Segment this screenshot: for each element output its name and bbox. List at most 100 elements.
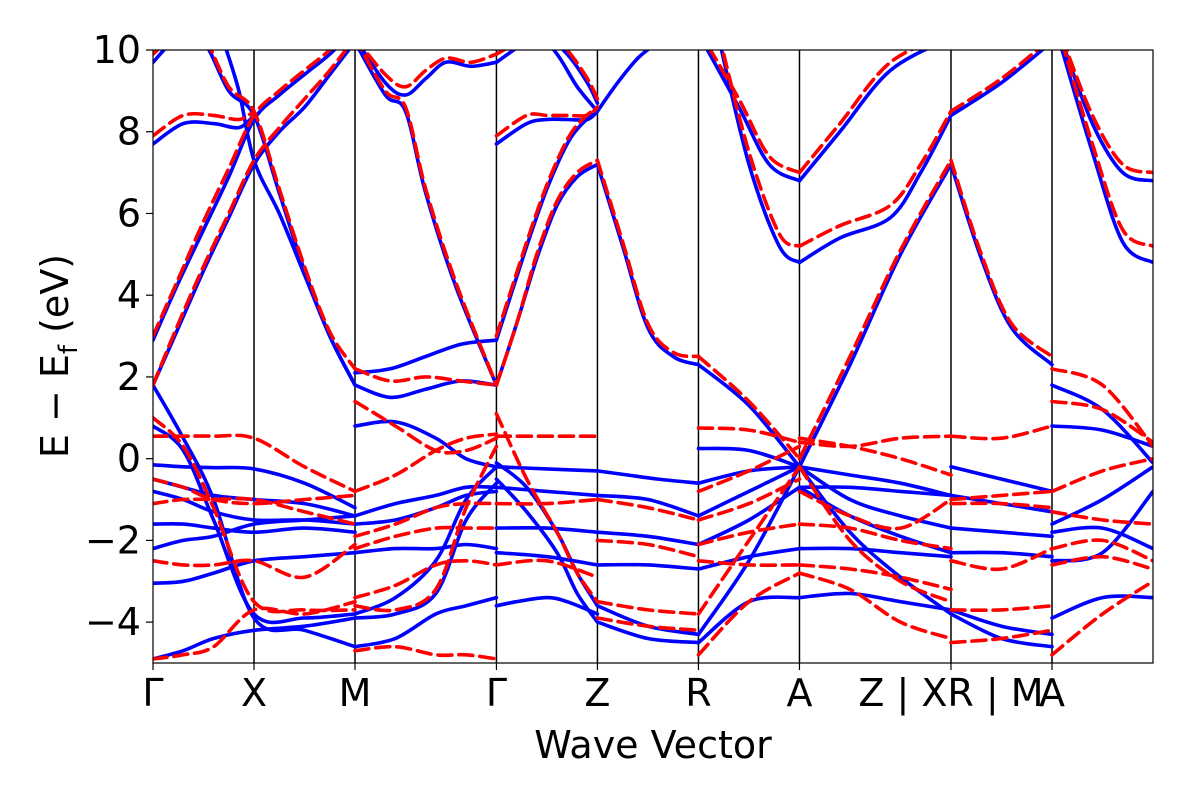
- red-dashed-band-51: [797, 465, 953, 604]
- red-dashed-band-59: [949, 604, 1054, 613]
- blue-solid-band-21: [353, 542, 499, 555]
- blue-solid-band-44: [595, 620, 701, 645]
- blue-solid-band-42: [595, 562, 701, 571]
- blue-solid-band-13: [224, 50, 357, 387]
- y-tick-label: 8: [117, 110, 141, 154]
- blue-solid-band-39: [595, 469, 701, 485]
- blue-solid-band-4: [153, 514, 357, 551]
- red-dashed-band-53: [949, 50, 1041, 114]
- red-dashed-band-69: [1062, 50, 1153, 248]
- red-dashed-band-57: [949, 501, 1054, 510]
- red-dashed-band-9: [153, 50, 357, 371]
- blue-solid-band-36: [551, 50, 600, 114]
- blue-solid-band-15: [353, 338, 499, 375]
- red-dashed-band-63: [1050, 456, 1153, 494]
- red-dashed-band-3: [153, 542, 357, 580]
- red-dashed-band-2: [153, 496, 357, 526]
- x-tick-label: A: [786, 671, 812, 715]
- red-dashed-band-52: [797, 571, 953, 641]
- red-dashed-band-1: [153, 477, 357, 506]
- blue-solid-band-76: [1050, 525, 1153, 551]
- blue-solid-band-67: [949, 465, 1054, 494]
- red-dashed-band-18: [353, 444, 499, 613]
- blue-solid-band-57: [797, 162, 953, 469]
- x-axis-title: Wave Vector: [534, 723, 772, 767]
- red-dashed-band-67: [1050, 579, 1153, 657]
- red-dashed-band-31: [595, 599, 701, 616]
- red-dashed-band-23: [494, 411, 600, 604]
- blue-solid-band-62: [797, 546, 953, 559]
- y-tick-label: 10: [93, 28, 141, 72]
- red-dashed-band-19: [353, 644, 499, 661]
- blue-solid-band-40: [595, 493, 701, 518]
- red-dashed-band-56: [949, 489, 1054, 502]
- blue-solid-band-50: [696, 546, 802, 571]
- red-dashed-band-33: [696, 354, 802, 461]
- red-dashed-band-55: [949, 424, 1054, 441]
- blue-solid-band-79: [1063, 50, 1153, 183]
- blue-solid-band-7: [153, 424, 357, 625]
- y-axis-ticks: −4 −2 0 2 4 6 8 10: [85, 28, 153, 644]
- x-tick-label: R: [685, 671, 711, 715]
- red-dashed-band-49: [797, 522, 953, 551]
- red-dashed-band-25: [494, 105, 600, 338]
- red-dashed-band-5: [153, 416, 357, 614]
- blue-solid-band-6: [153, 616, 357, 661]
- band-lines: [153, 50, 1153, 661]
- y-tick-label: −4: [85, 600, 141, 644]
- red-dashed-band-37: [696, 522, 802, 547]
- y-tick-label: −2: [85, 518, 141, 562]
- blue-solid-band-30: [494, 477, 600, 624]
- blue-solid-band-60: [797, 465, 953, 530]
- blue-solid-band-55: [797, 50, 929, 183]
- blue-solid-band-64: [797, 591, 953, 612]
- red-dashed-band-30: [595, 538, 701, 559]
- x-tick-label: Γ: [486, 671, 507, 715]
- y-tick-label: 4: [117, 273, 141, 317]
- red-dashed-band-28: [595, 158, 701, 359]
- red-dashed-band-45: [797, 158, 953, 461]
- y-axis-title-main: E − E: [33, 354, 77, 458]
- blue-solid-band-38: [595, 50, 651, 114]
- red-dashed-band-62: [1050, 399, 1153, 445]
- blue-solid-band-75: [1050, 465, 1153, 526]
- red-dashed-band-42: [720, 50, 802, 248]
- red-dashed-band-4: [153, 599, 357, 661]
- red-dashed-band-32: [595, 616, 701, 633]
- red-dashed-band-6: [153, 50, 348, 387]
- red-dashed-band-38: [696, 559, 802, 568]
- red-dashed-band-47: [797, 434, 953, 449]
- red-dashed-band-34: [696, 426, 802, 445]
- blue-solid-band-24: [353, 595, 499, 649]
- red-dashed-band-8: [153, 109, 256, 138]
- blue-solid-band-59: [797, 485, 953, 498]
- y-tick-label: 2: [117, 355, 141, 399]
- red-dashed-band-17: [353, 558, 499, 600]
- blue-solid-band-17: [360, 50, 499, 97]
- red-dashed-band-58: [949, 546, 1054, 572]
- red-dashed-band-68: [1064, 50, 1153, 175]
- red-dashed-band-39: [696, 465, 802, 616]
- blue-solid-band-78: [1050, 594, 1153, 620]
- red-dashed-band-27: [494, 50, 600, 101]
- red-dashed-band-64: [1050, 510, 1153, 526]
- red-dashed-band-40: [696, 571, 802, 657]
- red-dashed-band-61: [1050, 367, 1153, 449]
- x-tick-label: X: [241, 671, 267, 715]
- red-dashed-band-0: [153, 433, 357, 494]
- blue-solid-band-56: [797, 113, 953, 265]
- blue-solid-band-35: [494, 50, 600, 105]
- blue-solid-band-46: [696, 446, 802, 469]
- x-tick-label: Γ: [142, 671, 163, 715]
- red-dashed-band-46: [797, 436, 953, 477]
- blue-solid-band-28: [494, 550, 600, 567]
- blue-solid-band-31: [494, 595, 600, 616]
- red-dashed-band-41: [708, 50, 802, 175]
- x-tick-label: M: [339, 671, 372, 715]
- blue-solid-band-48: [696, 465, 802, 518]
- red-dashed-band-24: [494, 158, 600, 387]
- red-dashed-band-44: [797, 109, 953, 248]
- blue-solid-band-49: [696, 485, 802, 547]
